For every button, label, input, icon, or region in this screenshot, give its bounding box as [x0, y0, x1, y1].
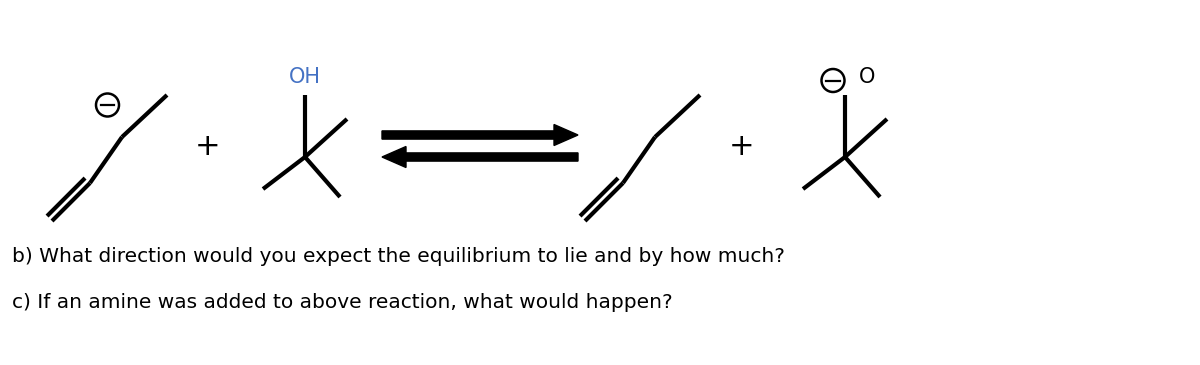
Polygon shape: [382, 146, 578, 168]
Text: +: +: [730, 132, 755, 161]
Text: b) What direction would you expect the equilibrium to lie and by how much?: b) What direction would you expect the e…: [12, 247, 785, 266]
Text: +: +: [196, 132, 221, 161]
Polygon shape: [382, 124, 578, 146]
Text: c) If an amine was added to above reaction, what would happen?: c) If an amine was added to above reacti…: [12, 293, 673, 312]
Text: O: O: [858, 67, 875, 87]
Text: OH: OH: [289, 67, 322, 87]
